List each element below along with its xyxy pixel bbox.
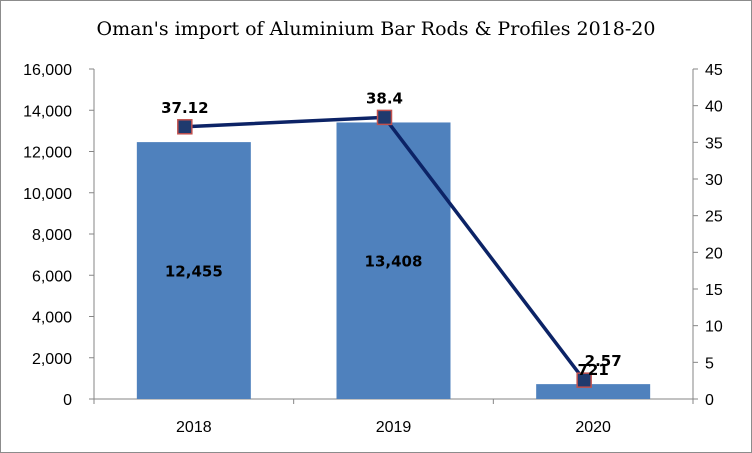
chart-title: Oman's import of Aluminium Bar Rods & Pr… [97, 18, 656, 40]
y-right-tick-label: 0 [705, 392, 714, 409]
y-right-tick-label: 35 [705, 135, 723, 152]
line-value-label: 38.4 [366, 89, 403, 107]
bar-value-label: 12,455 [165, 263, 223, 281]
line-value-label: 37.12 [161, 99, 208, 117]
y-left-tick-label: 6,000 [32, 268, 72, 285]
bar-value-label: 721 [578, 361, 609, 379]
y-right-tick-label: 40 [705, 99, 723, 116]
y-right-tick-label: 5 [705, 355, 714, 372]
y-left-tick-label: 16,000 [23, 62, 72, 79]
y-right-tick-label: 45 [705, 62, 723, 79]
line-marker [177, 119, 193, 135]
line-marker [576, 372, 592, 388]
y-left-tick-label: 14,000 [23, 103, 72, 120]
y-left-tick-label: 2,000 [32, 351, 72, 368]
y-right-tick-label: 10 [705, 319, 723, 336]
bar [136, 142, 251, 399]
y-left-tick-label: 0 [63, 392, 72, 409]
x-tick-label: 2020 [575, 419, 611, 436]
y-left-tick-label: 8,000 [32, 227, 72, 244]
x-tick-label: 2018 [176, 419, 212, 436]
y-left-tick-label: 4,000 [32, 310, 72, 327]
line-value-label: 2.57 [585, 352, 622, 370]
bar-series [136, 122, 651, 400]
axes: 0 2,000 4,000 6,000 8,000 10,000 12,000 14,000 1… [23, 62, 723, 436]
line-marker [376, 109, 393, 126]
x-tick-label: 2019 [376, 419, 412, 436]
y-left-tick-label: 12,000 [23, 145, 72, 162]
data-labels: 12,455 13,408 721 37.12 38.4 2.57 [161, 89, 622, 379]
line-series [177, 109, 592, 388]
y-right-tick-label: 20 [705, 245, 723, 262]
bar [336, 122, 451, 400]
y-right-tick-label: 30 [705, 172, 723, 189]
y-right-tick-label: 15 [705, 282, 723, 299]
bar-value-label: 13,408 [365, 253, 423, 271]
y-left-tick-label: 10,000 [23, 186, 72, 203]
y-right-tick-label: 25 [705, 209, 723, 226]
bar [536, 384, 651, 399]
